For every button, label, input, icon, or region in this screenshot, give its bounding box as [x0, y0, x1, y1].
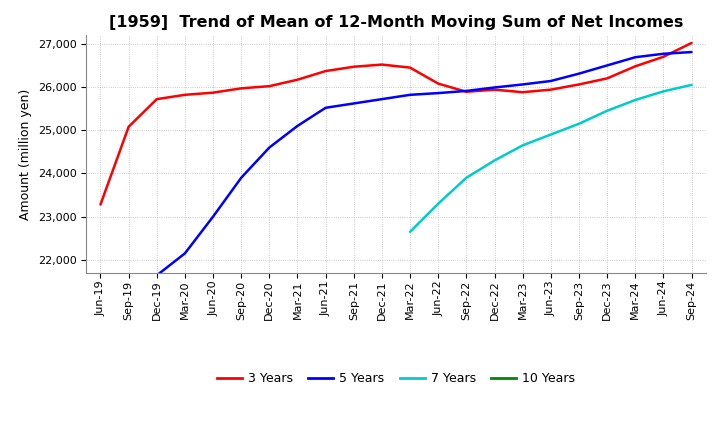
Legend: 3 Years, 5 Years, 7 Years, 10 Years: 3 Years, 5 Years, 7 Years, 10 Years [212, 367, 580, 390]
Title: [1959]  Trend of Mean of 12-Month Moving Sum of Net Incomes: [1959] Trend of Mean of 12-Month Moving … [109, 15, 683, 30]
Y-axis label: Amount (million yen): Amount (million yen) [19, 88, 32, 220]
